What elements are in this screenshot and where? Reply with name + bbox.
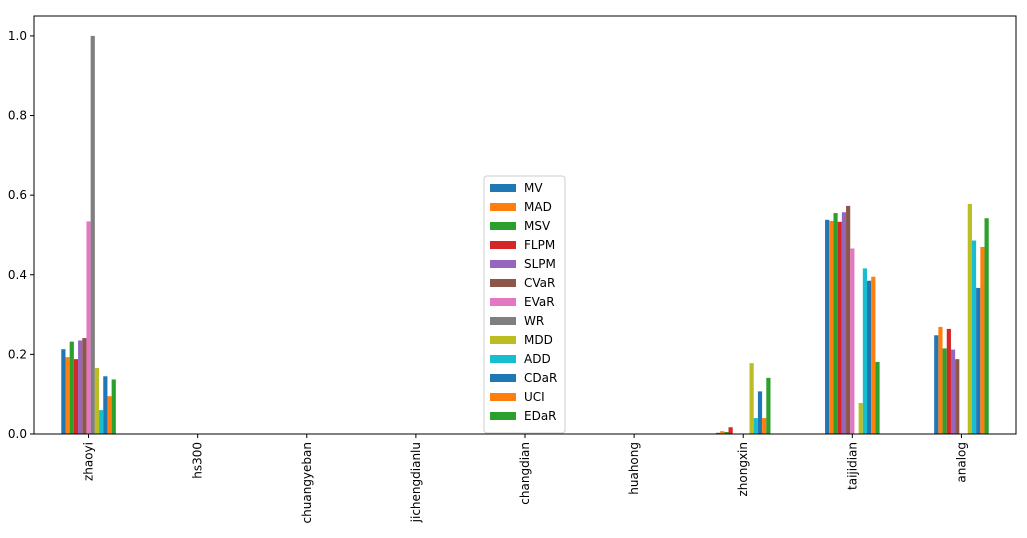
- legend-label-wr: WR: [524, 314, 544, 328]
- x-tick-label-zhaoyi: zhaoyi: [82, 442, 96, 481]
- legend-swatch-add: [490, 355, 516, 363]
- bar-slpm-taijidian: [841, 212, 847, 434]
- bar-uci-taijidian: [871, 276, 876, 434]
- legend-swatch-wr: [490, 317, 516, 325]
- x-tick-label-chuangyeban: chuangyeban: [300, 442, 314, 523]
- bar-evar-taijidian: [850, 248, 855, 434]
- bar-mad-taijidian: [829, 221, 834, 434]
- bar-mad-analog: [938, 326, 943, 434]
- x-tick-label-analog: analog: [954, 442, 968, 483]
- plot-frame: [33, 15, 1017, 435]
- bar-msv-analog: [942, 348, 947, 434]
- legend-swatch-slpm: [490, 260, 516, 268]
- bar-mdd-analog: [967, 203, 972, 434]
- legend-label-mdd: MDD: [524, 333, 553, 347]
- legend-label-cdar: CDaR: [524, 371, 557, 385]
- legend-label-uci: UCI: [524, 390, 545, 404]
- bar-cvar-zhaoyi: [82, 338, 87, 434]
- bar-cdar-analog: [976, 287, 981, 434]
- bar-add-zhongxin: [753, 418, 758, 434]
- legend-label-slpm: SLPM: [524, 257, 556, 271]
- legend-label-evar: EVaR: [524, 295, 555, 309]
- x-tick-label-jichengdianlu: jichengdianlu: [409, 442, 423, 523]
- bar-edar-zhongxin: [766, 377, 771, 434]
- x-tick-label-zhongxin: zhongxin: [736, 442, 750, 497]
- legend-label-cvar: CVaR: [524, 276, 555, 290]
- legend-swatch-mv: [490, 184, 516, 192]
- y-tick-label: 0.8: [8, 109, 27, 123]
- legend-label-msv: MSV: [524, 219, 551, 233]
- bar-cdar-zhaoyi: [103, 376, 108, 434]
- bar-slpm-zhaoyi: [78, 340, 83, 434]
- y-tick-label: 1.0: [8, 29, 27, 43]
- bar-flpm-taijidian: [837, 221, 842, 434]
- y-tick-label: 0.0: [8, 427, 27, 441]
- legend-swatch-edar: [490, 412, 516, 420]
- bar-uci-zhaoyi: [107, 396, 112, 434]
- legend-swatch-flpm: [490, 241, 516, 249]
- legend-box: [483, 175, 566, 434]
- bar-cvar-analog: [955, 359, 960, 434]
- bar-evar-zhaoyi: [86, 221, 91, 434]
- legend-swatch-cvar: [490, 279, 516, 287]
- bar-add-taijidian: [862, 268, 868, 434]
- x-axis: zhaoyi hs300 chuangyeban jichengdianlu chang…: [82, 434, 968, 523]
- bar-mdd-taijidian: [858, 402, 863, 434]
- legend-label-add: ADD: [524, 352, 551, 366]
- y-tick-label: 0.6: [8, 188, 27, 202]
- legend-label-flpm: FLPM: [524, 238, 555, 252]
- bar-mv-taijidian: [825, 219, 830, 434]
- legend-label-edar: EDaR: [524, 409, 557, 423]
- bar-edar-taijidian: [875, 361, 880, 434]
- bar-cvar-taijidian: [846, 205, 851, 434]
- bar-wr-zhaoyi: [90, 35, 95, 435]
- bar-msv-taijidian: [833, 213, 838, 434]
- x-tick-label-taijidian: taijidian: [845, 442, 859, 490]
- x-tick-label-huahong: huahong: [627, 442, 641, 495]
- bar-mdd-zhongxin: [749, 363, 754, 434]
- bar-cdar-zhongxin: [757, 391, 763, 434]
- legend-swatch-mad: [490, 203, 516, 211]
- y-tick-label: 0.4: [8, 268, 27, 282]
- bar-add-analog: [971, 240, 977, 434]
- bar-edar-analog: [984, 218, 989, 434]
- bar-add-zhaoyi: [99, 410, 104, 434]
- bar-uci-zhongxin: [762, 418, 767, 434]
- bar-flpm-analog: [946, 328, 951, 434]
- bar-mv-analog: [934, 335, 939, 434]
- legend-label-mad: MAD: [524, 200, 552, 214]
- bar-mdd-zhaoyi: [94, 367, 100, 434]
- bar-slpm-analog: [950, 349, 956, 434]
- bar-msv-zhongxin: [724, 432, 729, 434]
- legend-swatch-mdd: [490, 336, 516, 344]
- y-axis: 0.0 0.2 0.4 0.6 0.8 1.0: [8, 29, 34, 441]
- bar-cdar-taijidian: [867, 280, 872, 434]
- x-tick-label-changdian: changdian: [518, 442, 532, 505]
- bar-mv-zhaoyi: [61, 349, 66, 434]
- legend-swatch-cdar: [490, 374, 516, 382]
- bar-uci-analog: [980, 246, 985, 434]
- bar-mv-zhongxin: [715, 432, 721, 434]
- bar-mad-zhaoyi: [65, 357, 70, 434]
- legend: MV MAD MSV FLPM SLPM CVaR EVaR WR MDD ADD CDaR UCI E…: [483, 175, 566, 434]
- legend-label-mv: MV: [524, 181, 543, 195]
- bar-flpm-zhaoyi: [73, 359, 79, 434]
- bars-layer: [61, 35, 989, 435]
- x-tick-label-hs300: hs300: [191, 442, 205, 479]
- bar-msv-zhaoyi: [69, 341, 74, 434]
- legend-swatch-evar: [490, 298, 516, 306]
- bar-edar-zhaoyi: [111, 379, 116, 434]
- legend-swatch-uci: [490, 393, 516, 401]
- y-tick-label: 0.2: [8, 347, 27, 361]
- bar-flpm-zhongxin: [728, 427, 733, 434]
- legend-swatch-msv: [490, 222, 516, 230]
- bar-mad-zhongxin: [720, 431, 725, 434]
